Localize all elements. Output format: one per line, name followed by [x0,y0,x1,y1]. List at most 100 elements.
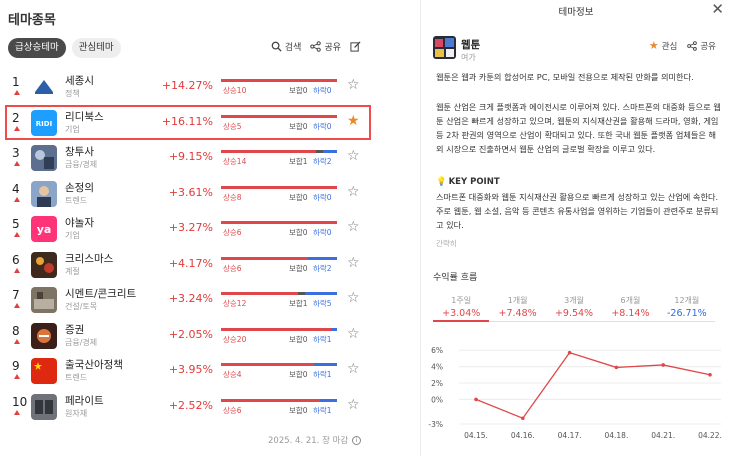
star-outline-icon[interactable]: ☆ [347,77,360,93]
share-button[interactable]: 공유 [310,40,341,53]
x-tick-label: 04.15. [464,431,488,440]
star-outline-icon[interactable]: ☆ [347,290,360,306]
data-point [661,363,665,367]
falling-bar-segment [313,363,337,366]
star-outline-icon[interactable]: ☆ [347,183,360,200]
returns-title: 수익률 흐름 [433,273,478,283]
theme-row[interactable]: 9 출국산아정책 트렌드 +3.95% 상승4 보합0 하락1 ☆ [5,353,371,389]
star-icon: ★ [648,39,659,52]
close-icon[interactable]: ✕ [711,0,724,18]
falling-count: 하락1 [313,334,332,344]
theme-name: 리디북스 [65,110,104,123]
rising-count: 상승5 [223,121,242,131]
star-outline-icon[interactable]: ☆ [347,396,360,413]
theme-name: 증권 [65,323,85,336]
star-outline-icon[interactable]: ☆ [347,254,360,271]
star-outline-icon[interactable]: ☆ [347,148,360,164]
rank-up-icon [14,374,20,379]
change-percent: +14.27% [161,79,213,92]
rising-bar-segment [221,150,317,153]
rank-number: 9 [12,359,20,373]
theme-info-panel: 테마정보 ✕ 웹툰 여가 ★ 관심 공유 웹툰은 웹과 카툰의 합성어로 PC,… [420,0,730,456]
rank-number: 2 [12,110,20,125]
rank-up-icon [14,409,20,415]
advance-decline-bar [221,185,337,189]
period-label: 12개월 [674,296,700,305]
x-tick-label: 04.17. [558,431,582,440]
theme-row[interactable]: 4 손정의 트렌드 +3.61% 상승8 보합0 하락0 ☆ [5,176,371,212]
search-button[interactable]: 검색 [271,40,302,53]
theme-category: 건설/토목 [65,302,98,311]
share-theme-button[interactable]: 공유 [687,40,716,52]
theme-name: 손정의 [65,181,94,194]
theme-actions: ★ 관심 공유 [649,39,716,52]
key-point-text: 스마트폰 대중화와 웹툰 지식재산권 활용으로 빠르게 성장하고 있는 산업에 … [436,192,719,230]
share-label: 공유 [324,43,341,53]
info-icon[interactable]: i [352,435,362,445]
edit-button[interactable] [350,41,361,52]
theme-category: 계절 [65,266,80,276]
theme-row[interactable]: 10 페라이트 원자재 +2.52% 상승6 보합0 하락1 ☆ [5,389,371,425]
falling-count: 하락2 [313,263,332,273]
theme-category: 기업 [65,231,80,240]
rank-number: 10 [12,394,28,409]
theme-row[interactable]: 2 RIDI 리디북스 기업 +16.11% 상승5 보합0 하락0 ★ [5,104,371,140]
theme-row[interactable]: 3 창투사 금융/경제 +9.15% 상승14 보합1 하락2 ☆ [5,140,371,176]
rising-count: 상승4 [223,370,242,379]
star-outline-icon[interactable]: ☆ [347,219,360,235]
edit-icon [350,41,361,52]
theme-row[interactable]: 5 ya 야놀자 기업 +3.27% 상승6 보합0 하락0 ☆ [5,211,371,247]
series-line [475,351,711,420]
y-tick-label: 4% [431,363,443,372]
change-percent: +3.95% [168,363,213,376]
period-tab[interactable]: 3개월 +9.54% [545,292,603,322]
period-tab[interactable]: 12개월 -26.71% [658,292,716,322]
theme-thumbnail [31,74,57,100]
falling-count: 하락0 [313,228,332,237]
favorite-button[interactable]: ★ 관심 [649,39,678,52]
star-outline-icon[interactable]: ☆ [347,361,360,377]
theme-name: 세종시 [65,75,94,87]
theme-category: 정책 [65,89,80,98]
theme-category: 여가 [461,53,476,62]
star-filled-icon[interactable]: ★ [347,112,360,129]
advance-decline-bar [221,398,337,402]
period-label: 1개월 [507,296,528,305]
data-point [614,365,619,370]
collapse-link[interactable]: 간략히 [436,239,457,248]
data-point [708,373,712,377]
theme-category: 트렌드 [65,195,88,205]
theme-row[interactable]: 6 크리스마스 계절 +4.17% 상승6 보합0 하락2 ☆ [5,247,371,283]
falling-bar-segment [320,398,337,402]
theme-thumbnail [31,322,57,349]
rising-count: 상승6 [223,263,242,273]
falling-bar-segment [308,256,337,260]
search-label: 검색 [284,43,302,53]
flat-count: 보합0 [289,86,308,95]
tab-favorite-themes[interactable]: 관심테마 [71,38,121,58]
theme-thumbnail [31,180,57,207]
star-outline-icon[interactable]: ☆ [347,325,360,342]
period-tab[interactable]: 6개월 +8.14% [602,292,659,322]
theme-row[interactable]: 1 세종시 정책 +14.27% 상승10 보합0 하락0 ☆ [5,69,371,105]
rising-bar-segment [221,185,337,189]
theme-thumbnail [433,36,456,59]
theme-name: 페라이트 [65,394,104,407]
rising-bar-segment [221,114,337,118]
rank-up-icon [14,338,20,344]
rising-count: 상승10 [223,86,247,95]
period-tab[interactable]: 1개월 +7.48% [489,292,546,322]
flat-count: 보합0 [289,405,308,415]
theme-row[interactable]: 7 시멘트/콘크리트 건설/토목 +3.24% 상승12 보합1 하락5 ☆ [5,282,371,318]
y-tick-label: 0% [431,395,443,404]
theme-thumbnail: ya [31,216,57,242]
advance-decline-bar [221,292,338,295]
theme-row[interactable]: 8 증권 금융/경제 +2.05% 상승20 보합0 하락1 ☆ [5,318,371,354]
rank-number: 5 [12,217,20,231]
theme-definition: 웹툰은 웹과 카툰의 합성어로 PC, 모바일 전용으로 제작된 만화를 의미한… [436,72,694,82]
period-tab[interactable]: 1주일 +3.04% [433,292,490,322]
data-point [474,397,478,402]
tab-rising-themes[interactable]: 급상승테마 [8,38,66,58]
falling-count: 하락1 [313,370,332,379]
